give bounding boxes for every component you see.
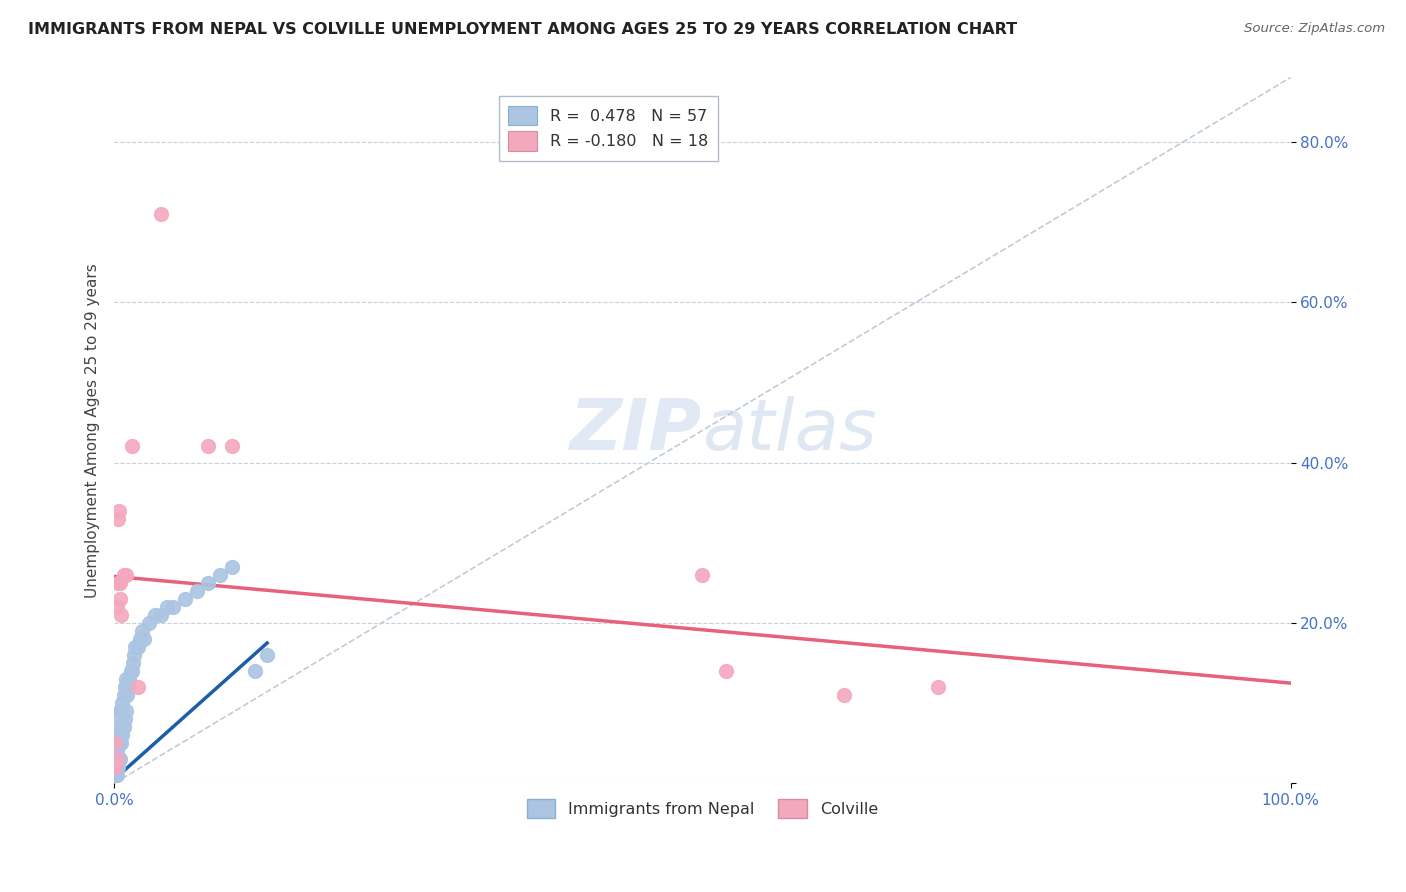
Point	[111, 696, 134, 710]
Point	[132, 632, 155, 646]
Point	[108, 752, 131, 766]
Point	[129, 632, 152, 646]
Point	[115, 688, 138, 702]
Point	[186, 583, 208, 598]
Point	[104, 760, 127, 774]
Point	[107, 575, 129, 590]
Point	[104, 760, 127, 774]
Point	[221, 440, 243, 454]
Point	[105, 760, 128, 774]
Point	[105, 744, 128, 758]
Point	[104, 760, 127, 774]
Point	[104, 736, 127, 750]
Point	[112, 720, 135, 734]
Point	[127, 640, 149, 654]
Point	[124, 640, 146, 654]
Text: atlas: atlas	[703, 396, 877, 465]
Point	[173, 591, 195, 606]
Point	[138, 615, 160, 630]
Point	[145, 607, 167, 622]
Text: ZIP: ZIP	[571, 396, 703, 465]
Point	[108, 752, 131, 766]
Point	[112, 688, 135, 702]
Point	[110, 704, 132, 718]
Point	[114, 680, 136, 694]
Legend: Immigrants from Nepal, Colville: Immigrants from Nepal, Colville	[520, 793, 884, 825]
Point	[104, 736, 127, 750]
Point	[714, 664, 737, 678]
Point	[121, 440, 143, 454]
Point	[245, 664, 267, 678]
Point	[197, 440, 219, 454]
Point	[104, 768, 127, 782]
Point	[121, 664, 143, 678]
Point	[115, 704, 138, 718]
Point	[108, 736, 131, 750]
Point	[108, 712, 131, 726]
Point	[118, 672, 141, 686]
Point	[150, 207, 173, 221]
Point	[108, 704, 131, 718]
Point	[117, 680, 139, 694]
Point	[107, 736, 129, 750]
Text: IMMIGRANTS FROM NEPAL VS COLVILLE UNEMPLOYMENT AMONG AGES 25 TO 29 YEARS CORRELA: IMMIGRANTS FROM NEPAL VS COLVILLE UNEMPL…	[28, 22, 1018, 37]
Point	[107, 511, 129, 525]
Point	[105, 752, 128, 766]
Point	[107, 752, 129, 766]
Point	[110, 736, 132, 750]
Point	[927, 680, 949, 694]
Point	[114, 712, 136, 726]
Point	[104, 744, 127, 758]
Point	[105, 728, 128, 742]
Point	[197, 575, 219, 590]
Point	[110, 607, 132, 622]
Point	[122, 648, 145, 662]
Y-axis label: Unemployment Among Ages 25 to 29 years: Unemployment Among Ages 25 to 29 years	[86, 263, 100, 598]
Point	[105, 768, 128, 782]
Point	[105, 599, 128, 614]
Point	[150, 607, 173, 622]
Point	[107, 720, 129, 734]
Point	[108, 575, 131, 590]
Point	[209, 567, 232, 582]
Point	[256, 648, 278, 662]
Point	[112, 567, 135, 582]
Point	[115, 567, 138, 582]
Point	[221, 559, 243, 574]
Point	[692, 567, 714, 582]
Point	[111, 728, 134, 742]
Point	[108, 728, 131, 742]
Point	[108, 591, 131, 606]
Point	[122, 656, 145, 670]
Point	[104, 752, 127, 766]
Point	[832, 688, 855, 702]
Point	[108, 503, 131, 517]
Text: Source: ZipAtlas.com: Source: ZipAtlas.com	[1244, 22, 1385, 36]
Point	[162, 599, 184, 614]
Point	[107, 760, 129, 774]
Point	[120, 664, 142, 678]
Point	[115, 672, 138, 686]
Point	[156, 599, 179, 614]
Point	[104, 768, 127, 782]
Point	[105, 752, 128, 766]
Point	[131, 624, 153, 638]
Point	[127, 680, 149, 694]
